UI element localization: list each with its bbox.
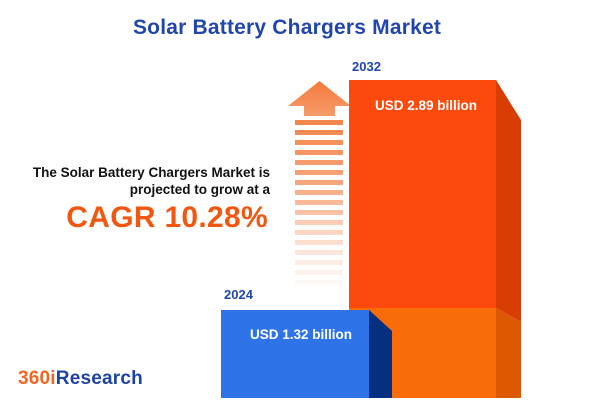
logo-part-research: Research xyxy=(55,368,143,389)
company-logo: 360iResearch xyxy=(18,368,143,390)
bar-2032-side-face xyxy=(496,80,521,398)
growth-arrow-dashed-shaft xyxy=(295,120,343,292)
chart-title: Solar Battery Chargers Market xyxy=(132,16,442,39)
logo-part-360i: 360i xyxy=(18,368,56,389)
growth-message-line1: The Solar Battery Chargers Market is xyxy=(32,165,270,180)
bar-2024-front xyxy=(221,310,369,398)
bar-2032-front-upper xyxy=(349,80,496,308)
bar-2032-value-label: USD 2.89 billion xyxy=(375,98,478,113)
growth-arrow-icon xyxy=(288,81,351,116)
growth-message: The Solar Battery Chargers Market is pro… xyxy=(0,164,270,198)
cagr-value: CAGR 10.28% xyxy=(66,201,268,234)
bar-2024-side-face xyxy=(369,310,392,398)
bar-2024-value-label: USD 1.32 billion xyxy=(250,327,353,342)
bar-2024-year-label: 2024 xyxy=(224,287,253,302)
growth-message-line2: projected to grow at a xyxy=(129,182,270,197)
bar-2032-year-label: 2032 xyxy=(352,59,381,74)
